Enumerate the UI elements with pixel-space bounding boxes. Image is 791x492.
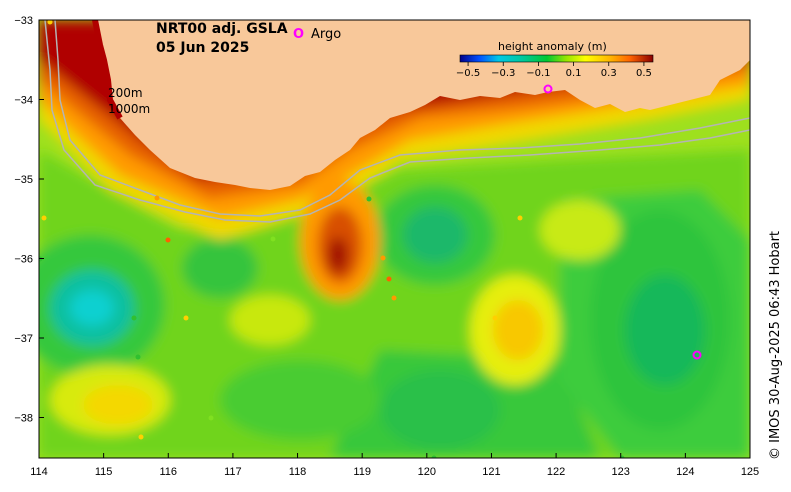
contour-label-1000m: 1000m bbox=[108, 102, 150, 116]
lat-tick-label: −33 bbox=[14, 15, 33, 27]
argo-legend-icon: O bbox=[293, 27, 304, 42]
colorbar-tick-label: 0.3 bbox=[601, 68, 617, 79]
lon-tick-label: 115 bbox=[95, 466, 113, 478]
colorbar-tick-label: 0.1 bbox=[566, 68, 582, 79]
map-date: 05 Jun 2025 bbox=[156, 40, 249, 56]
lon-tick-label: 123 bbox=[612, 466, 630, 478]
lon-tick-label: 122 bbox=[547, 466, 565, 478]
lon-tick-label: 118 bbox=[289, 466, 307, 478]
lat-tick-label: −36 bbox=[14, 254, 33, 266]
lon-tick-label: 125 bbox=[741, 466, 759, 478]
credit-text: © IMOS 30-Aug-2025 06:43 Hobart bbox=[768, 231, 783, 460]
colorbar: height anomaly (m) −0.5 −0.3 −0.1 0.1 0.3 0.5 bbox=[456, 40, 654, 79]
contour-200m bbox=[54, 20, 750, 217]
colorbar-tick-label: 0.5 bbox=[636, 68, 652, 79]
lon-tick-label: 119 bbox=[353, 466, 371, 478]
lon-tick-label: 120 bbox=[418, 466, 436, 478]
argo-markers bbox=[39, 20, 702, 458]
lon-tick-label: 117 bbox=[224, 466, 242, 478]
colorbar-tick-label: −0.1 bbox=[526, 68, 550, 79]
colorbar-tick-label: −0.5 bbox=[456, 68, 480, 79]
contour-label-200m: 200m bbox=[108, 86, 143, 100]
land-mass bbox=[39, 20, 750, 190]
colorbar-tick-label: −0.3 bbox=[491, 68, 515, 79]
lon-tick-label: 114 bbox=[30, 466, 48, 478]
lon-tick-label: 121 bbox=[482, 466, 500, 478]
sla-field bbox=[39, 20, 750, 458]
lat-tick-label: −37 bbox=[14, 333, 33, 345]
lat-tick-label: −35 bbox=[14, 174, 33, 186]
longitude-axis: 114 115 116 117 118 119 120 121 122 123 124 125 bbox=[30, 453, 759, 478]
colorbar-scale bbox=[459, 54, 654, 63]
lat-tick-label: −38 bbox=[14, 413, 33, 425]
colorbar-title: height anomaly (m) bbox=[498, 40, 607, 53]
lat-tick-label: −34 bbox=[14, 95, 33, 107]
latitude-axis: −33 −34 −35 −36 −37 −38 bbox=[14, 15, 44, 425]
argo-legend-label: Argo bbox=[311, 27, 341, 42]
contour-1000m bbox=[44, 20, 750, 223]
argo-marker[interactable] bbox=[543, 84, 553, 94]
argo-marker[interactable] bbox=[692, 350, 702, 360]
map-title: NRT00 adj. GSLA bbox=[156, 21, 288, 37]
plot-frame bbox=[38, 19, 751, 459]
lon-tick-label: 116 bbox=[159, 466, 177, 478]
lon-tick-label: 124 bbox=[676, 466, 694, 478]
